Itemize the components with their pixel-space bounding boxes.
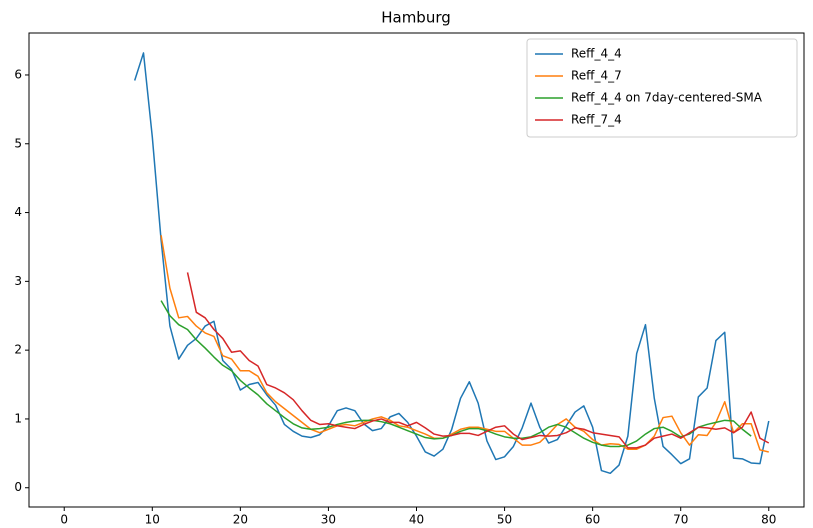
series-line	[160, 300, 752, 448]
x-tick-label: 60	[585, 513, 600, 527]
x-tick-label: 80	[761, 513, 776, 527]
x-tick-label: 0	[60, 513, 68, 527]
legend-label: Reff_4_7	[571, 69, 622, 83]
chart-title: Hamburg	[381, 9, 451, 27]
y-tick-label: 1	[14, 411, 22, 425]
plot-frame	[28, 32, 805, 508]
x-tick-label: 10	[145, 513, 160, 527]
y-tick-label: 3	[14, 274, 22, 288]
x-tick-label: 40	[409, 513, 424, 527]
series-line	[186, 272, 770, 449]
legend-label: Reff_4_4 on 7day-centered-SMA	[571, 91, 763, 105]
series-line	[133, 52, 770, 475]
legend-label: Reff_4_4	[571, 47, 622, 61]
legend-label: Reff_7_4	[571, 113, 622, 127]
x-tick-label: 20	[233, 513, 248, 527]
x-tick-label: 70	[673, 513, 688, 527]
x-tick-label: 50	[497, 513, 512, 527]
y-tick-label: 2	[14, 343, 22, 357]
series-line	[160, 235, 769, 453]
x-tick-label: 30	[321, 513, 336, 527]
y-tick-label: 6	[14, 67, 22, 81]
legend-box	[526, 38, 798, 138]
y-tick-label: 5	[14, 136, 22, 150]
y-tick-label: 0	[14, 480, 22, 494]
y-tick-label: 4	[14, 205, 22, 219]
